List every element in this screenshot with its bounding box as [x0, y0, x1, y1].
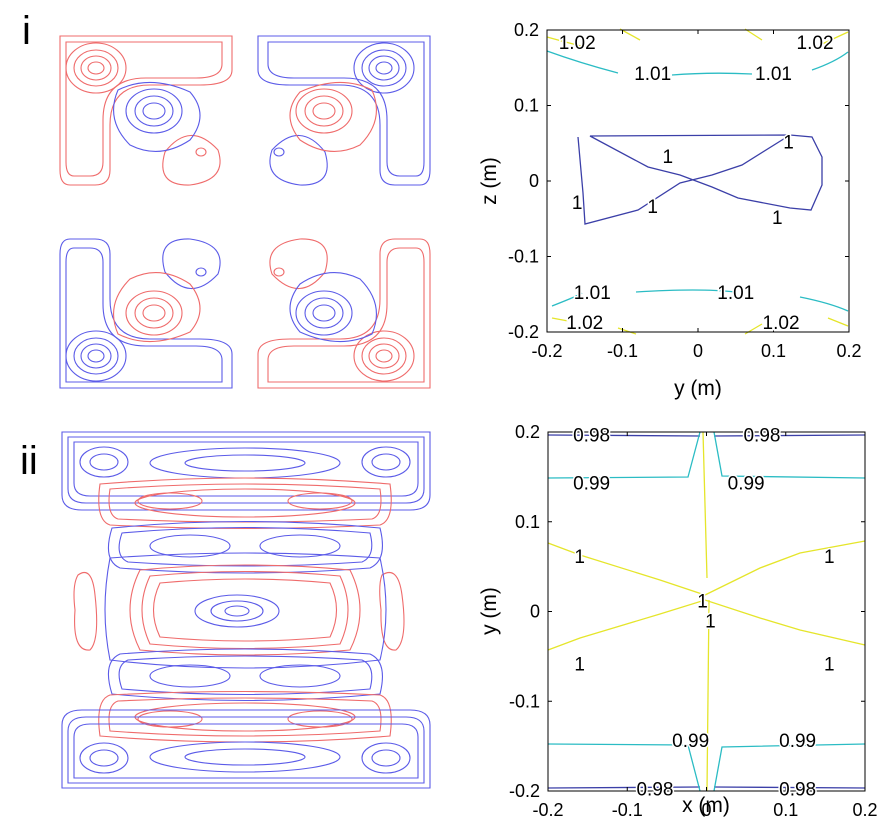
plot-i-contour-label-3: 1.01	[755, 64, 792, 85]
plot-ii-ytick-label-0: -0.2	[509, 781, 540, 801]
plot-ii-xtick-label-1: -0.1	[612, 800, 643, 818]
plot-ii-contour-label-0: 0.98	[573, 426, 610, 447]
band-mid-upper-negative	[107, 520, 383, 574]
plot-i-xtick-label-4: 0.2	[836, 341, 861, 361]
plot-i-contour-label-2: 1.01	[634, 64, 671, 85]
vortex-pattern-ii	[61, 431, 431, 789]
plot-i-contour-label-8: 1	[772, 208, 783, 229]
plot-i-xtick-label-2: 0	[693, 341, 703, 361]
plot-ii-contour-label-4: 1	[574, 547, 585, 568]
plot-ii-ticks: -0.2 -0.1 0 0.1 0.2 -0.2 -0.1 0 0.1 0.2	[509, 422, 878, 818]
cell-top-left-negative	[113, 81, 201, 152]
cell-top-right-positive	[289, 81, 377, 152]
plot-ii-contour-label-12: 0.98	[636, 779, 673, 800]
contour-plot-ii: -0.2 -0.1 0 0.1 0.2 -0.2 -0.1 0 0.1 0.2 0.98 0.98 0…	[478, 422, 878, 818]
plot-i-ytick-label-2: 0	[529, 171, 539, 191]
panel-label-i: i	[22, 9, 31, 53]
plot-ii-ytick-label-1: -0.1	[509, 691, 540, 711]
plot-i-xtick-label-3: 0.1	[761, 341, 786, 361]
cell-bottom-left-positive	[113, 272, 201, 343]
cell-bottom-right-negative	[289, 272, 377, 343]
plot-ii-contour-label-3: 0.99	[728, 473, 765, 494]
plot-ii-ytick-label-4: 0.2	[515, 422, 540, 442]
plot-ii-contour-label-10: 0.99	[672, 731, 709, 752]
plot-i-contour-label-10: 1.01	[717, 283, 754, 304]
plot-ii-xtick-label-4: 0.2	[852, 800, 877, 818]
plot-i-contour-label-12: 1.02	[763, 313, 800, 334]
plot-i-contour-label-7: 1	[647, 197, 658, 218]
plot-ii-contour-label-5: 1	[824, 547, 835, 568]
plot-ii-contour-label-7: 1	[705, 611, 716, 632]
plot-i-contour-label-11: 1.02	[566, 313, 603, 334]
plot-i-contour-label-5: 1	[783, 133, 794, 154]
plot-i-contour-label-6: 1	[572, 193, 583, 214]
vortex-pattern-i	[59, 35, 431, 389]
plot-ii-contour-label-6: 1	[697, 592, 708, 613]
plot-i-ytick-label-0: -0.2	[508, 322, 539, 342]
cell-top-left-positive	[59, 35, 233, 186]
plot-i-xlabel: y (m)	[674, 377, 722, 400]
panel-label-ii: ii	[20, 439, 38, 483]
band-mid-lower-negative	[107, 648, 383, 702]
plot-ii-contour-label-8: 1	[574, 655, 585, 676]
plot-i-xtick-label-0: -0.2	[531, 341, 562, 361]
plot-ii-xtick-label-2: 0	[701, 800, 711, 818]
cell-top-right-negative	[257, 35, 431, 186]
plot-i-contour-label-9: 1.01	[574, 283, 611, 304]
plot-i-contour-label-0: 1.02	[559, 33, 596, 54]
cell-bottom-left-negative	[59, 238, 233, 389]
plot-i-contour-lines	[546, 28, 849, 335]
band-top-negative	[61, 431, 431, 511]
plot-i-ticks: -0.2 -0.1 0 0.1 0.2 -0.2 -0.1 0 0.1 0.2	[508, 20, 862, 361]
plot-i-ytick-label-4: 0.2	[514, 20, 539, 40]
plot-ii-contour-label-2: 0.99	[573, 473, 610, 494]
plot-i-contour-label-1: 1.02	[797, 33, 834, 54]
plot-i-xtick-label-1: -0.1	[607, 341, 638, 361]
band-bottom-negative	[61, 709, 431, 789]
plot-ii-ytick-label-2: 0	[530, 602, 540, 622]
band-center-positive	[73, 564, 405, 656]
plot-ii-contour-label-9: 1	[824, 655, 835, 676]
plot-i-contour-label-4: 1	[663, 147, 674, 168]
cell-bottom-right-positive	[257, 238, 431, 389]
plot-ii-contour-label-1: 0.98	[743, 426, 780, 447]
plot-ii-ytick-label-3: 0.1	[515, 512, 540, 532]
plot-ii-contour-label-11: 0.99	[779, 731, 816, 752]
plot-ii-contour-lines	[547, 431, 866, 792]
plot-ii-ylabel: y (m)	[478, 587, 501, 635]
band-upper-positive	[98, 477, 392, 530]
plot-ii-xtick-label-3: 0.1	[773, 800, 798, 818]
plot-ii-xtick-label-0: -0.2	[532, 800, 563, 818]
plot-i-ytick-label-3: 0.1	[514, 96, 539, 116]
vortex-center-negative	[104, 552, 387, 669]
plot-ii-contour-label-13: 0.98	[779, 779, 816, 800]
plot-ii-xlabel: x (m)	[682, 794, 730, 817]
plot-i-ylabel: z (m)	[478, 157, 501, 205]
plot-i-ytick-label-1: -0.1	[508, 247, 539, 267]
contour-plot-i: -0.2 -0.1 0 0.1 0.2-0.2-0.100.10.2 1.02 1.021…	[478, 20, 862, 400]
